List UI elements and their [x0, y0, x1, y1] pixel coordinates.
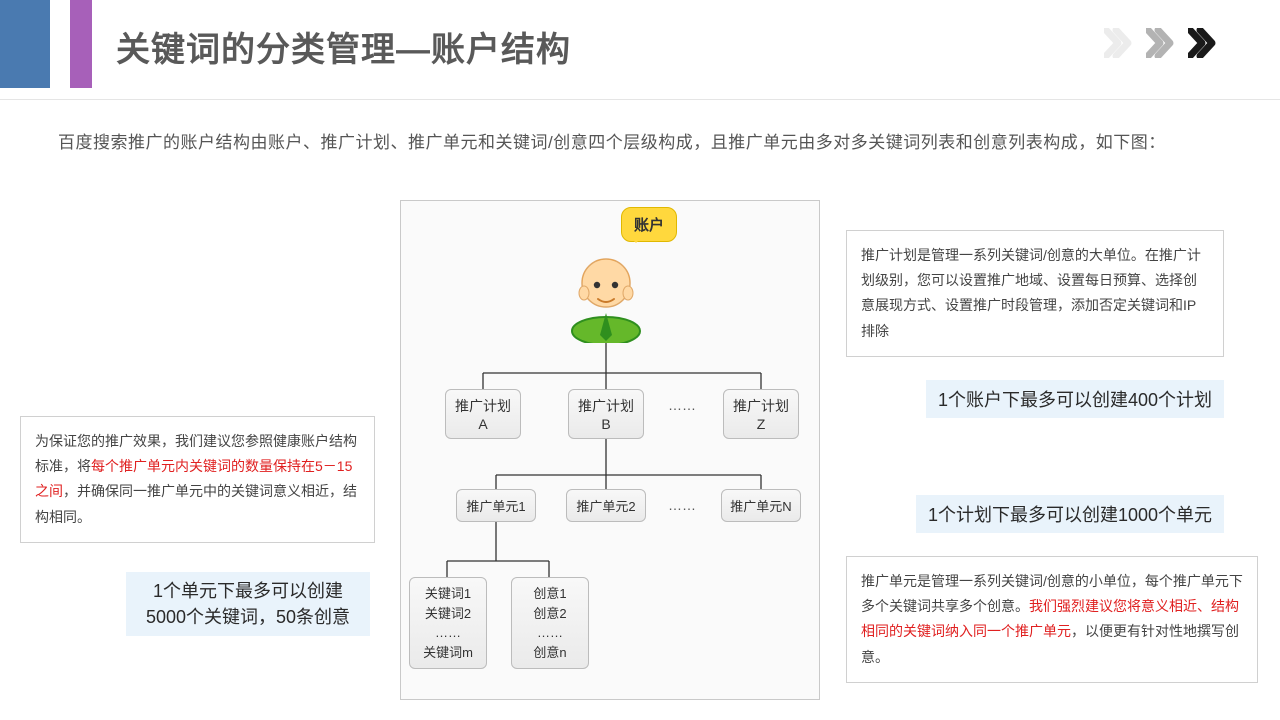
accent-bar-purple [70, 0, 92, 88]
creatives-box: 创意1 创意2 …… 创意n [511, 577, 589, 669]
page-title: 关键词的分类管理—账户结构 [116, 22, 571, 71]
node-unit-2: 推广单元2 [566, 489, 646, 522]
keywords-box: 关键词1 关键词2 …… 关键词m [409, 577, 487, 669]
tag-unit-per-plan: 1个计划下最多可以创建1000个单元 [916, 495, 1224, 533]
units-dots: …… [657, 493, 707, 517]
callout-right-top: 推广计划是管理一系列关键词/创意的大单位。在推广计划级别，您可以设置推广地域、设… [846, 230, 1224, 357]
tag-unit-limit: 1个单元下最多可以创建5000个关键词，50条创意 [126, 572, 370, 636]
slide-header: 关键词的分类管理—账户结构 [0, 0, 1280, 100]
node-plan-a: 推广计划A [445, 389, 521, 439]
callout-left: 为保证您的推广效果，我们建议您参照健康账户结构标准，将每个推广单元内关键词的数量… [20, 416, 375, 543]
chevron-group [1104, 28, 1222, 63]
node-plan-b: 推广计划B [568, 389, 644, 439]
tag-plan-limit: 1个账户下最多可以创建400个计划 [926, 380, 1224, 418]
node-unit-1: 推广单元1 [456, 489, 536, 522]
intro-text: 百度搜索推广的账户结构由账户、推广计划、推广单元和关键词/创意四个层级构成，且推… [58, 128, 1166, 153]
chevron-icon [1188, 28, 1222, 63]
chevron-icon [1146, 28, 1180, 63]
org-chart-panel: 账户 推广计划A 推广计划B …… 推广计划Z 推广单元1 推广单元2 …… 推… [400, 200, 820, 700]
accent-bar-blue [0, 0, 50, 88]
plans-dots: …… [657, 393, 707, 417]
node-unit-n: 推广单元N [721, 489, 801, 522]
speech-bubble: 账户 [621, 207, 677, 242]
callout-left-post: ，并确保同一推广单元中的关键词意义相近，结构相同。 [35, 483, 357, 524]
account-avatar-icon [566, 243, 646, 348]
node-plan-z: 推广计划Z [723, 389, 799, 439]
chevron-icon [1104, 28, 1138, 63]
callout-right-bottom: 推广单元是管理一系列关键词/创意的小单位，每个推广单元下多个关键词共享多个创意。… [846, 556, 1258, 683]
